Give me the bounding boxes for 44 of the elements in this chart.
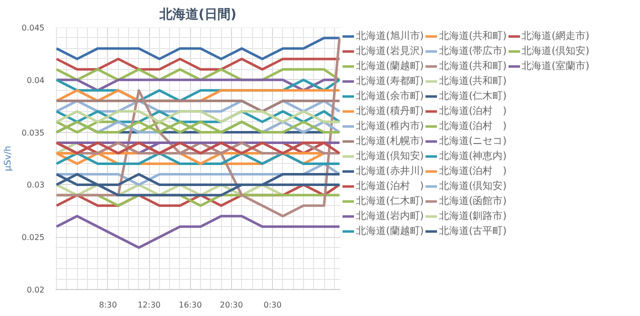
y-tick-label: 0.045 bbox=[22, 24, 45, 32]
legend-label: 北海道(仁木町) bbox=[356, 194, 424, 208]
legend-label: 北海道(赤井川) bbox=[356, 164, 424, 178]
y-tick-label: 0.035 bbox=[22, 128, 45, 138]
legend-label: 北海道(帯広市) bbox=[438, 44, 507, 58]
legend-label: 北海道(仁木町) bbox=[438, 90, 507, 103]
x-tick-label: 12:30 bbox=[138, 300, 161, 310]
legend-label: 北海道(寿都町) bbox=[356, 74, 424, 88]
chart-title: 北海道(日間) bbox=[158, 8, 236, 22]
legend-label: 北海道(泊村 ) bbox=[438, 164, 507, 178]
y-tick-label: 0.03 bbox=[26, 180, 44, 190]
x-tick-label: 8:30 bbox=[98, 300, 117, 310]
x-tick-label: 16:30 bbox=[178, 300, 202, 310]
legend-label: 北海道(共和町) bbox=[438, 60, 507, 73]
y-tick-label: 0.025 bbox=[22, 233, 45, 242]
legend-label: 北海道(倶知安) bbox=[522, 44, 590, 58]
y-tick-label: 0.04 bbox=[26, 76, 44, 85]
legend-label: 北海道(古平町) bbox=[438, 224, 507, 238]
legend-label: 北海道(室蘭市) bbox=[522, 60, 590, 73]
legend-label: 北海道(倶知安) bbox=[356, 150, 424, 163]
legend-label: 北海道(釧路市) bbox=[438, 210, 507, 223]
legend-label: 北海道(稚内市) bbox=[356, 120, 424, 133]
legend-label: 北海道(泊村 ) bbox=[356, 180, 424, 193]
legend-label: 北海道(函館市) bbox=[438, 194, 507, 208]
x-tick-label: 0:30 bbox=[264, 300, 282, 310]
legend-label: 北海道(旭川市) bbox=[356, 30, 424, 43]
legend-label: 北海道(余市町) bbox=[356, 90, 424, 103]
legend-label: 北海道(蘭越町) bbox=[356, 224, 424, 238]
legend-label: 北海道(泊村 ) bbox=[438, 120, 507, 133]
legend-label: 北海道(共和町) bbox=[438, 30, 507, 43]
legend-label: 北海道(倶知安) bbox=[438, 180, 507, 193]
y-tick-label: 0.02 bbox=[26, 286, 44, 294]
legend-label: 北海道(共和町) bbox=[438, 74, 507, 88]
legend-label: 北海道(神恵内) bbox=[438, 150, 507, 163]
legend-label: 北海道(蘭越町) bbox=[356, 60, 424, 73]
legend-label: 北海道(積丹町) bbox=[356, 104, 424, 118]
x-tick-label: 20:30 bbox=[220, 300, 243, 310]
legend-label: 北海道(札幌市) bbox=[356, 134, 424, 148]
legend-label: 北海道(泊村 ) bbox=[438, 104, 507, 118]
legend-label: 北海道(ニセコ) bbox=[438, 134, 507, 148]
legend-label: 北海道(岩内町) bbox=[356, 210, 424, 223]
legend-label: 北海道(岩見沢) bbox=[356, 44, 424, 58]
y-axis-title: μSv/h bbox=[4, 146, 14, 172]
legend-label: 北海道(網走市) bbox=[522, 30, 590, 43]
